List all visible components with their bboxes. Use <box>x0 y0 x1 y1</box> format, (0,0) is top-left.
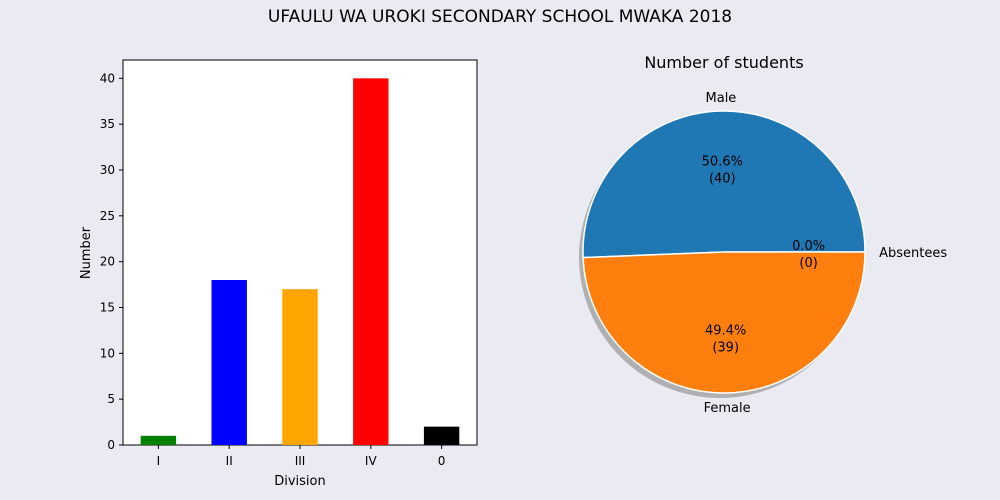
y-tick-label: 20 <box>100 255 115 269</box>
pie-percent-label: 0.0% (0) <box>792 239 825 271</box>
pie-label: Female <box>704 401 751 416</box>
x-tick-label: III <box>295 454 306 468</box>
figure-title: UFAULU WA UROKI SECONDARY SCHOOL MWAKA 2… <box>267 7 733 27</box>
pie-label: Absentees <box>879 246 947 261</box>
pie-percent-label: 49.4% (39) <box>705 324 746 356</box>
y-tick-label: 15 <box>100 301 115 315</box>
pie-title: Number of students <box>644 53 803 72</box>
y-tick-label: 10 <box>100 346 115 360</box>
x-tick-label: IV <box>365 454 378 468</box>
bar-0 <box>140 435 177 445</box>
x-tick-label: 0 <box>438 454 446 468</box>
y-tick-label: 5 <box>107 392 115 406</box>
y-tick-label: 25 <box>100 209 115 223</box>
pie-slice-female <box>582 251 866 394</box>
bar-3 <box>353 78 389 445</box>
bar-x-axis-label: Division <box>274 474 326 489</box>
pie-label: Male <box>706 91 737 106</box>
bar-2 <box>282 289 318 445</box>
pie-percent-label: 50.6% (40) <box>702 154 743 186</box>
y-tick-label: 30 <box>100 163 115 177</box>
bar-y-axis-label: Number <box>79 226 94 279</box>
y-tick-label: 35 <box>100 117 115 131</box>
x-tick-label: II <box>226 454 233 468</box>
pie-slice-male <box>582 110 866 259</box>
x-tick-label: I <box>157 454 161 468</box>
bar-1 <box>211 280 247 445</box>
bar-4 <box>423 426 460 445</box>
y-tick-label: 40 <box>100 71 115 85</box>
y-tick-label: 0 <box>107 438 115 452</box>
pie-chart: Male 50.6% (40) Female 49.4% (39) Absentees 0.0… <box>579 91 947 416</box>
